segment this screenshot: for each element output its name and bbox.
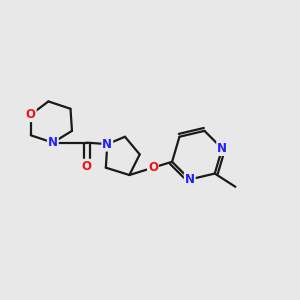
Text: N: N — [217, 142, 227, 155]
Text: O: O — [82, 160, 92, 173]
Text: O: O — [26, 108, 36, 121]
Text: O: O — [148, 161, 158, 174]
Text: N: N — [185, 173, 195, 186]
Text: N: N — [102, 138, 112, 151]
Text: N: N — [48, 136, 58, 149]
